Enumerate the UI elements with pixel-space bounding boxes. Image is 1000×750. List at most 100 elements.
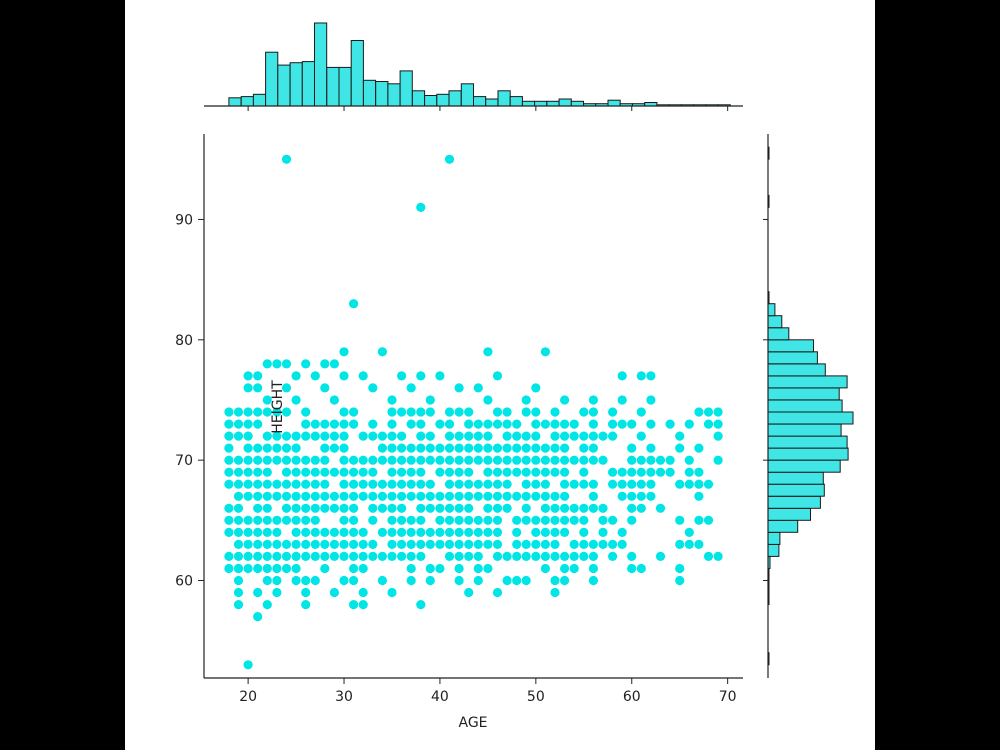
scatter-point — [291, 443, 301, 453]
scatter-point — [387, 515, 397, 525]
scatter-point — [253, 383, 263, 393]
scatter-point — [684, 467, 694, 477]
scatter-point — [464, 527, 474, 538]
scatter-point — [492, 539, 503, 550]
scatter-point — [301, 515, 311, 525]
scatter-point — [617, 527, 627, 538]
scatter-point — [358, 371, 368, 381]
scatter-point — [272, 443, 282, 453]
histogram-bar-y — [767, 423, 842, 437]
scatter-point — [233, 455, 244, 465]
scatter-point — [598, 431, 608, 441]
scatter-point — [483, 515, 493, 525]
scatter-point — [262, 455, 272, 465]
scatter-point — [521, 491, 531, 501]
scatter-point — [646, 395, 656, 405]
scatter-point — [368, 455, 378, 465]
histogram-bar-y — [767, 471, 824, 485]
scatter-point — [444, 479, 455, 489]
scatter-point — [310, 419, 320, 429]
scatter-point — [310, 491, 320, 501]
scatter-point — [262, 359, 272, 369]
histogram-bar-x — [546, 100, 560, 107]
scatter-point — [665, 419, 675, 429]
scatter-point — [233, 479, 244, 489]
histogram-bar-x — [265, 51, 279, 107]
scatter-point — [272, 479, 282, 489]
scatter-point — [387, 419, 397, 429]
histogram-bar-x — [240, 96, 254, 107]
scatter-point — [233, 527, 244, 538]
scatter-point — [454, 467, 464, 477]
scatter-point — [243, 660, 253, 670]
scatter-point — [713, 419, 723, 429]
scatter-point — [521, 515, 531, 525]
scatter-point — [387, 479, 397, 489]
scatter-point — [262, 431, 272, 441]
scatter-point — [588, 563, 598, 574]
scatter-point — [262, 491, 272, 501]
scatter-point — [569, 539, 579, 550]
scatter-point — [675, 515, 685, 525]
scatter-point — [435, 455, 445, 465]
scatter-point — [502, 551, 512, 562]
scatter-point — [310, 515, 320, 525]
scatter-point — [588, 479, 598, 489]
scatter-point — [713, 455, 723, 465]
scatter-point — [349, 419, 359, 429]
scatter-point — [425, 479, 435, 489]
scatter-point — [636, 371, 646, 381]
scatter-point — [358, 431, 368, 441]
histogram-bar-y — [767, 363, 826, 377]
scatter-point — [253, 407, 263, 417]
scatter-point — [435, 539, 445, 550]
scatter-point — [444, 539, 455, 550]
scatter-point — [675, 431, 685, 441]
scatter-point — [281, 491, 292, 501]
scatter-point — [272, 359, 282, 369]
scatter-point — [502, 467, 512, 477]
x-tick-label: 50 — [527, 689, 545, 705]
scatter-point — [512, 443, 522, 453]
scatter-point — [339, 515, 349, 525]
scatter-point — [358, 467, 368, 477]
scatter-point — [473, 479, 483, 489]
scatter-point — [521, 443, 531, 453]
scatter-point — [540, 479, 550, 489]
scatter-point — [253, 479, 263, 489]
scatter-point — [569, 431, 579, 441]
scatter-point — [301, 431, 311, 441]
scatter-point — [675, 479, 685, 489]
scatter-point — [588, 551, 598, 562]
scatter-point — [253, 443, 263, 453]
scatter-point — [377, 431, 387, 441]
scatter-point — [540, 539, 550, 550]
scatter-point — [694, 467, 704, 477]
scatter-point — [291, 455, 301, 465]
histogram-bar-x — [387, 83, 401, 107]
scatter-point — [464, 503, 474, 513]
scatter-point — [406, 539, 416, 550]
scatter-point — [387, 455, 397, 465]
scatter-point — [349, 407, 359, 417]
scatter-point — [473, 527, 483, 538]
scatter-point — [617, 539, 627, 550]
histogram-bar-x — [375, 81, 389, 107]
scatter-point — [262, 395, 272, 405]
scatter-point — [233, 587, 244, 598]
scatter-point — [243, 539, 253, 550]
scatter-point — [588, 419, 598, 429]
scatter-point — [224, 443, 234, 453]
scatter-point — [435, 419, 445, 429]
scatter-point — [617, 371, 627, 381]
scatter-point — [655, 503, 666, 513]
scatter-point — [617, 491, 627, 501]
scatter-point — [368, 467, 378, 477]
scatter-point — [397, 539, 407, 550]
scatter-point — [425, 503, 435, 513]
scatter-point — [703, 407, 714, 417]
scatter-point — [387, 503, 397, 513]
scatter-point — [569, 479, 579, 489]
scatter-point — [224, 407, 234, 417]
scatter-point — [416, 491, 426, 501]
